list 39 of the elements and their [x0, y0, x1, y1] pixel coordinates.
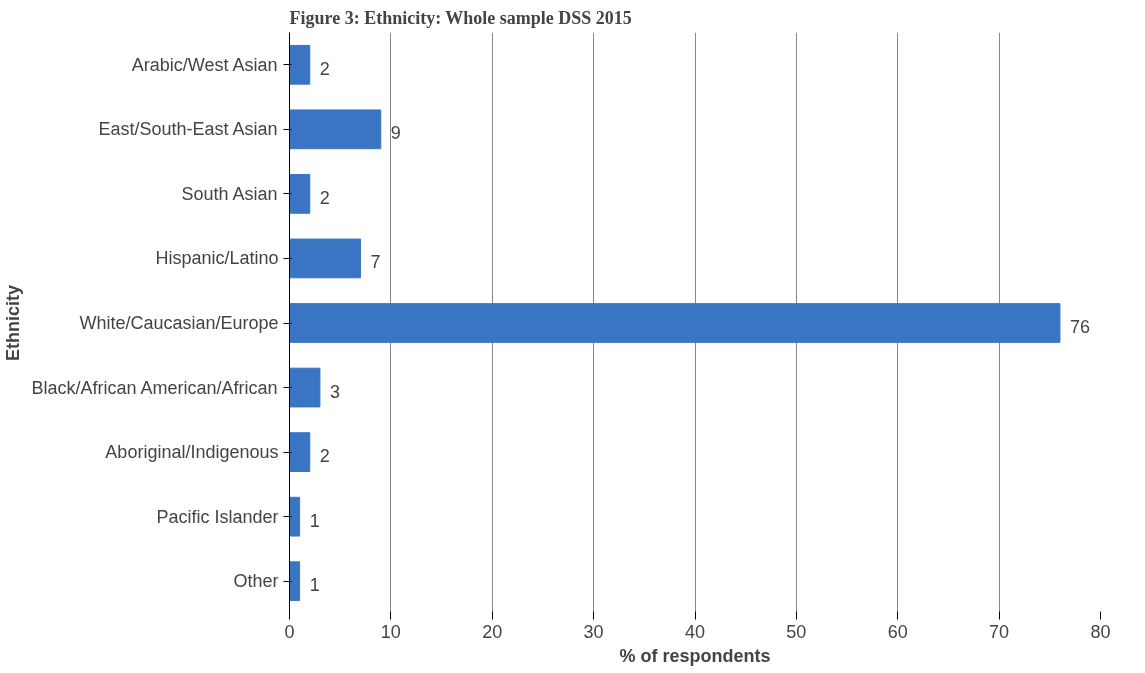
bar: [289, 303, 1061, 343]
data-label: 2: [319, 58, 330, 79]
x-tick-label: 50: [786, 621, 807, 642]
bar: [289, 561, 301, 602]
x-tick-label: 0: [284, 621, 295, 642]
data-label: 1: [309, 575, 320, 596]
y-tick-label: Aboriginal/Indigenous: [105, 442, 279, 463]
bar: [289, 238, 361, 279]
data-label: 7: [370, 252, 381, 273]
x-tick-label: 70: [989, 621, 1010, 642]
y-tick-label: Black/African American/African: [31, 377, 278, 398]
y-tick-label: Hispanic/Latino: [155, 248, 279, 269]
bar: [289, 109, 382, 150]
data-label: 76: [1069, 317, 1090, 337]
x-tick-label: 20: [482, 621, 503, 642]
y-tick-label: White/Caucasian/Europe: [79, 313, 279, 333]
bar: [289, 367, 321, 408]
data-label: 2: [319, 446, 330, 467]
x-tick-label: 30: [583, 621, 604, 642]
y-tick-label: East/South-East Asian: [98, 119, 278, 140]
x-tick-label: 60: [887, 621, 908, 642]
bar: [289, 174, 311, 214]
y-tick-label: Arabic/West Asian: [131, 54, 278, 75]
y-tick-label: Pacific Islander: [156, 506, 279, 527]
y-tick-label: South Asian: [181, 183, 278, 204]
x-tick-label: 80: [1090, 621, 1111, 642]
x-tick-label: 40: [684, 621, 706, 642]
bar: [289, 44, 311, 85]
x-tick-label: 10: [380, 621, 401, 642]
data-label: 2: [319, 187, 330, 208]
y-axis-title: Ethnicity: [3, 284, 24, 361]
bar: [289, 496, 301, 537]
chart-title: Figure 3: Ethnicity: Whole sample DSS 2015: [289, 7, 632, 28]
bar: [289, 432, 311, 472]
data-label: 9: [390, 123, 401, 144]
data-label: 3: [329, 381, 340, 402]
x-axis-title: % of respondents: [619, 645, 771, 666]
y-tick-label: Other: [233, 571, 279, 592]
data-label: 1: [309, 510, 320, 531]
